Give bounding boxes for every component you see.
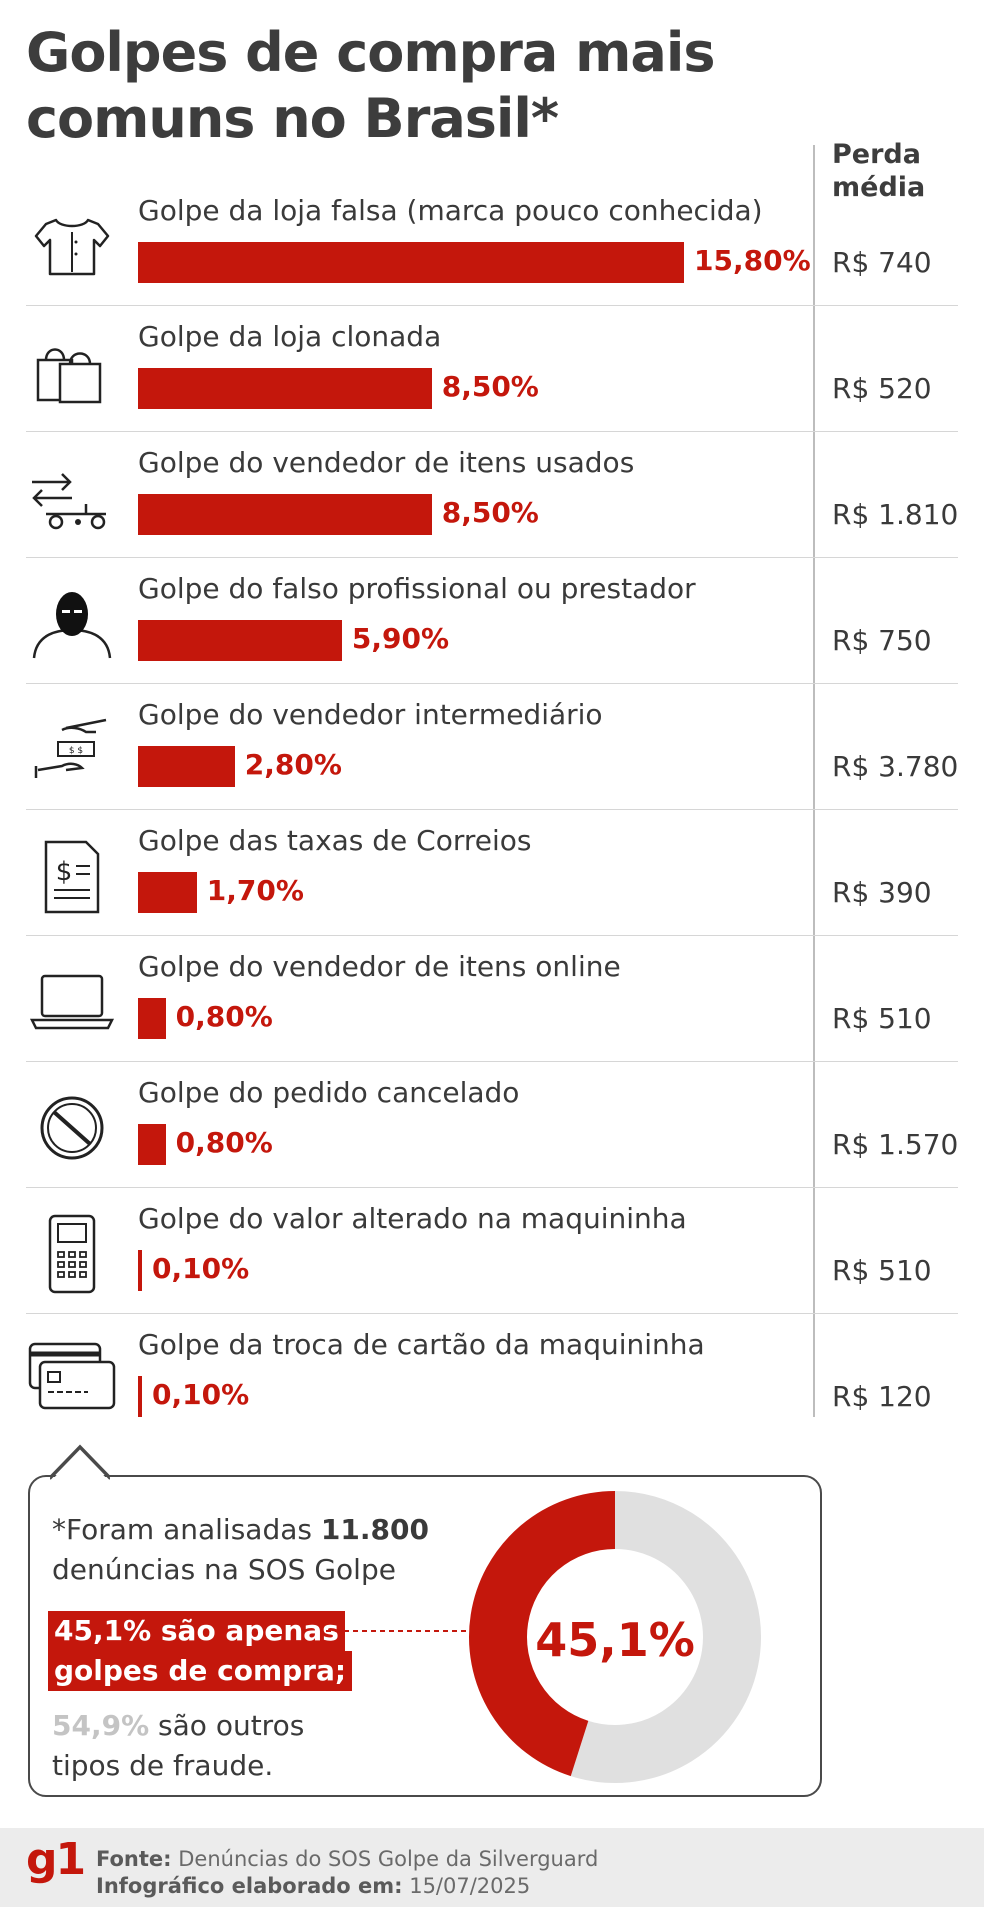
avg-loss-value: R$ 510 [832, 1254, 932, 1287]
bar-category-label: Golpe do pedido cancelado [138, 1076, 520, 1109]
bar [138, 242, 684, 283]
donut-chart: 45,1% [469, 1491, 761, 1783]
bar-row: Golpe do valor alterado na maquininha 0,1… [0, 1188, 958, 1314]
bar-value-label: 0,80% [175, 1000, 273, 1033]
page-title: Golpes de compra mais comuns no Brasil* [26, 21, 716, 150]
avg-loss-value: R$ 1.570 [832, 1128, 959, 1161]
row-divider [26, 1061, 958, 1062]
svg-text:$ $: $ $ [69, 746, 83, 756]
bar-row: $ Golpe das taxas de Correios 1,70% R$ 390 [0, 810, 958, 936]
shirt-icon [26, 202, 118, 286]
bar [138, 368, 432, 409]
row-divider [26, 1187, 958, 1188]
cancel-icon [26, 1084, 118, 1168]
bar-row: Golpe do falso profissional ou prestador… [0, 558, 958, 684]
credit-cards-icon [26, 1336, 118, 1420]
avg-loss-header: Perda média [832, 138, 925, 204]
exchange-cart-icon [26, 454, 118, 538]
hands-money-icon: $ $ [26, 706, 118, 790]
invoice-dollar-icon: $ [26, 832, 118, 916]
avg-loss-value: R$ 3.780 [832, 750, 959, 783]
source-text: Fonte: Denúncias do SOS Golpe da Silverg… [96, 1846, 598, 1900]
bar [138, 1250, 142, 1291]
bar-category-label: Golpe do vendedor de itens online [138, 950, 621, 983]
donut-segment-other [570, 1491, 761, 1783]
avg-loss-header-line2: média [832, 172, 926, 203]
bar-category-label: Golpe do vendedor de itens usados [138, 446, 635, 479]
bar-row: Golpe da loja falsa (marca pouco conheci… [0, 180, 958, 306]
donut-label: 45,1% [535, 1613, 695, 1667]
bar-value-label: 5,90% [351, 622, 450, 655]
bar [138, 494, 432, 535]
date-label: Infográfico elaborado em: [96, 1874, 403, 1898]
avg-loss-value: R$ 1.810 [832, 498, 959, 531]
bar-value-label: 0,10% [152, 1378, 250, 1411]
row-divider [26, 431, 958, 432]
bar [138, 1124, 166, 1165]
bar-value-label: 0,10% [152, 1252, 250, 1285]
bar-row: Golpe do vendedor de itens usados 8,50% R$… [0, 432, 958, 558]
card-machine-icon [26, 1210, 118, 1294]
bar-category-label: Golpe do valor alterado na maquininha [138, 1202, 687, 1235]
bar-category-label: Golpe da troca de cartão da maquininha [138, 1328, 705, 1361]
bar-row: Golpe do pedido cancelado 0,80% R$ 1.570 [0, 1062, 958, 1188]
avg-loss-value: R$ 390 [832, 876, 932, 909]
bar [138, 998, 166, 1039]
bar-value-label: 15,80% [694, 244, 811, 277]
avg-loss-value: R$ 520 [832, 372, 932, 405]
svg-text:$: $ [56, 857, 73, 887]
bar-category-label: Golpe da loja falsa (marca pouco conheci… [138, 194, 763, 227]
bar-row: Golpe do vendedor de itens online 0,80% R$… [0, 936, 958, 1062]
callout-tail-cover [50, 1446, 110, 1480]
bar-row: $ $ Golpe do vendedor intermediário 2,80% R… [0, 684, 958, 810]
bar [138, 872, 197, 913]
row-divider [26, 935, 958, 936]
row-divider [26, 1313, 958, 1314]
highlight-line2: golpes de compra; [48, 1651, 353, 1691]
avg-loss-value: R$ 120 [832, 1380, 932, 1413]
masked-person-icon [26, 580, 118, 664]
bar-row: Golpe da loja clonada 8,50% R$ 520 [0, 306, 958, 432]
laptop-icon [26, 958, 118, 1042]
column-divider [813, 145, 815, 1417]
bar-value-label: 0,80% [175, 1126, 273, 1159]
date-value: 15/07/2025 [402, 1874, 531, 1898]
bar-value-label: 8,50% [441, 496, 539, 529]
row-divider [26, 683, 958, 684]
footer: g1 Fonte: Denúncias do SOS Golpe da Silv… [0, 1828, 984, 1907]
bar [138, 746, 235, 787]
bar [138, 620, 342, 661]
avg-loss-value: R$ 740 [832, 246, 932, 279]
source-value: Denúncias do SOS Golpe da Silverguard [171, 1847, 599, 1871]
note-prefix: *Foram analisadas [52, 1513, 321, 1546]
note-line2: denúncias na SOS Golpe [52, 1553, 396, 1586]
g1-logo: g1 [26, 1834, 86, 1885]
bar [138, 1376, 142, 1417]
avg-loss-header-line1: Perda [832, 139, 921, 170]
bar-category-label: Golpe das taxas de Correios [138, 824, 532, 857]
row-divider [26, 809, 958, 810]
bar-category-label: Golpe do vendedor intermediário [138, 698, 603, 731]
avg-loss-value: R$ 510 [832, 1002, 932, 1035]
bar-category-label: Golpe da loja clonada [138, 320, 442, 353]
bar-category-label: Golpe do falso profissional ou prestador [138, 572, 696, 605]
others-text: 54,9% são outros tipos de fraude. [52, 1706, 304, 1786]
row-divider [26, 557, 958, 558]
others-pct: 54,9% [52, 1709, 150, 1742]
bar-value-label: 2,80% [244, 748, 342, 781]
avg-loss-value: R$ 750 [832, 624, 932, 657]
bar-value-label: 1,70% [206, 874, 304, 907]
bar-value-label: 8,50% [441, 370, 539, 403]
highlight-line1: 45,1% são apenas [48, 1611, 345, 1651]
others-rest: são outros [149, 1709, 305, 1742]
connector-line [326, 1630, 472, 1632]
others-line2: tipos de fraude. [52, 1749, 274, 1782]
source-label: Fonte: [96, 1847, 172, 1871]
note-text: *Foram analisadas 11.800 denúncias na SO… [52, 1510, 429, 1590]
row-divider [26, 305, 958, 306]
bar-row: Golpe da troca de cartão da maquininha 0,… [0, 1314, 958, 1440]
shopping-bags-icon [26, 328, 118, 412]
note-count: 11.800 [320, 1513, 429, 1546]
donut-segment-shopping [469, 1491, 616, 1777]
